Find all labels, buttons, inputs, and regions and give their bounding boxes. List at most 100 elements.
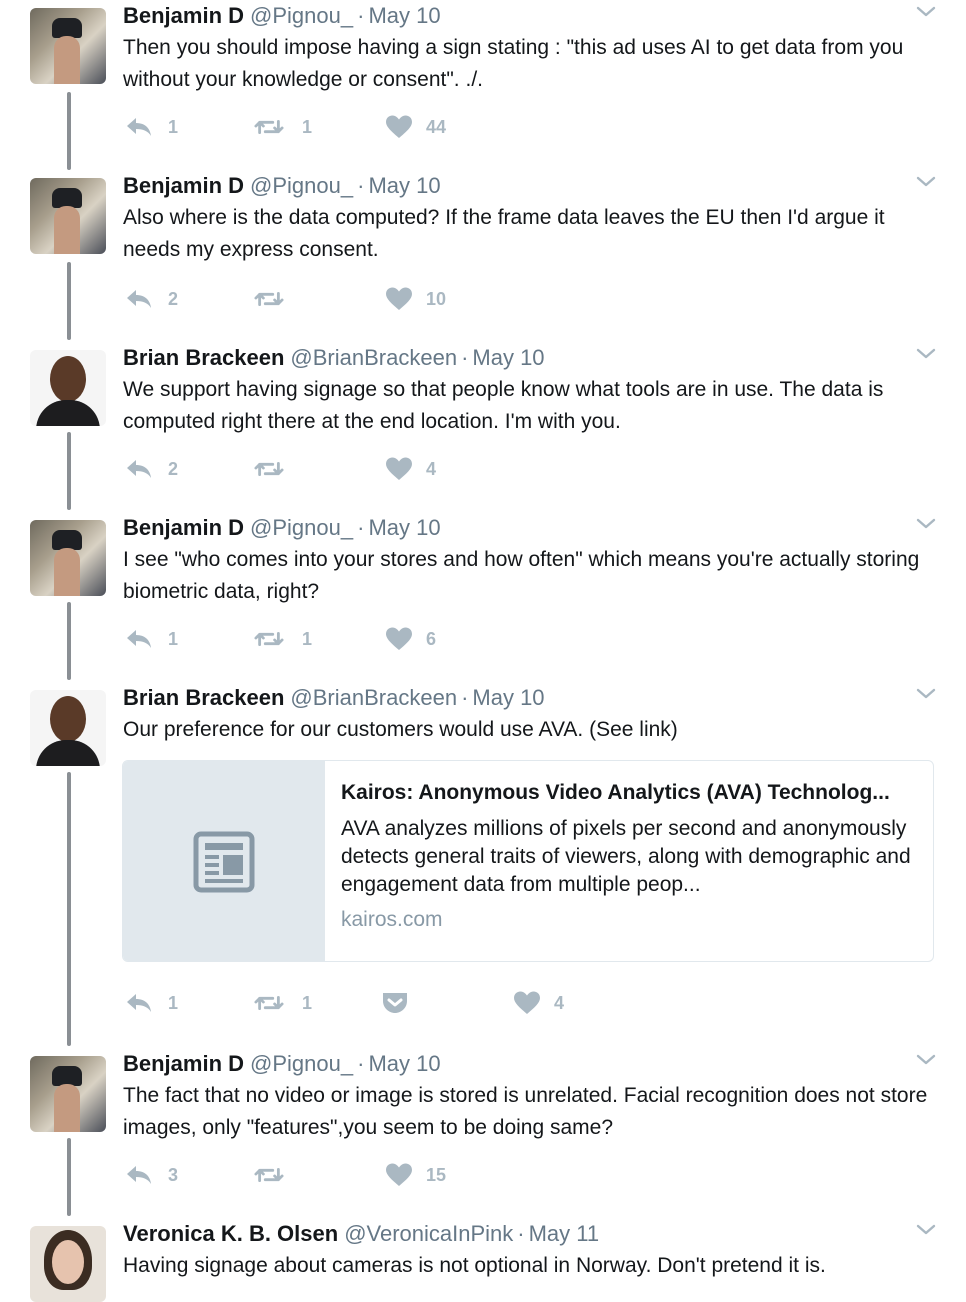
reply-icon[interactable] [124,626,154,652]
reply-count: 2 [168,459,179,479]
chevron-down-icon[interactable] [914,514,938,534]
author-handle[interactable]: @VeronicaInPink [344,1221,514,1246]
tweet-text: The fact that no video or image is store… [123,1084,928,1139]
separator: · [357,173,365,198]
pocket-icon[interactable] [380,990,410,1016]
tweet-date[interactable]: May 10 [368,3,441,28]
like-count: 10 [426,289,447,309]
tweet-actions: 2 4 [0,456,966,484]
tweet-text: Also where is the data computed? If the … [123,206,885,261]
author-handle[interactable]: @BrianBrackeen [290,345,458,370]
tweet-date[interactable]: May 10 [472,685,545,710]
author-handle[interactable]: @BrianBrackeen [290,685,458,710]
retweet-icon[interactable] [254,1162,284,1188]
tweet-text: We support having signage so that people… [123,378,884,433]
avatar[interactable] [30,1226,106,1302]
separator: · [517,1221,525,1246]
separator: · [357,3,365,28]
chevron-down-icon[interactable] [914,172,938,192]
like-count: 4 [554,993,565,1013]
retweet-icon[interactable] [254,456,284,482]
like-count: 15 [426,1165,447,1185]
thread-line [67,262,71,340]
heart-icon[interactable] [384,286,414,312]
tweet-date[interactable]: May 10 [472,345,545,370]
chevron-down-icon[interactable] [914,684,938,704]
tweet-date[interactable]: May 11 [528,1221,600,1246]
tweet-text: Our preference for our customers would u… [123,718,678,741]
link-card[interactable]: Kairos: Anonymous Video Analytics (AVA) … [122,760,934,962]
tweet-header: Benjamin D @Pignou_ · May 10 [123,2,441,30]
avatar[interactable] [30,350,106,426]
author-handle[interactable]: @Pignou_ [250,3,354,28]
reply-count: 1 [168,117,179,137]
avatar[interactable] [30,1056,106,1132]
retweet-icon[interactable] [254,626,284,652]
reply-icon[interactable] [124,456,154,482]
separator: · [461,345,469,370]
author-name[interactable]: Veronica K. B. Olsen [123,1221,339,1246]
thread-line [67,1138,71,1216]
heart-icon[interactable] [384,114,414,140]
avatar[interactable] [30,178,106,254]
tweet-actions: 1 1 4 [0,990,966,1018]
tweet-header: Brian Brackeen @BrianBrackeen · May 10 [123,684,545,712]
thread-line [67,602,71,680]
like-count: 6 [426,629,437,649]
author-handle[interactable]: @Pignou_ [250,1051,354,1076]
retweet-count: 1 [302,993,313,1013]
tweet-date[interactable]: May 10 [368,173,441,198]
heart-icon[interactable] [384,456,414,482]
card-description: AVA analyzes millions of pixels per seco… [341,817,911,896]
card-title[interactable]: Kairos: Anonymous Video Analytics (AVA) … [341,781,890,804]
chevron-down-icon[interactable] [914,1220,938,1240]
retweet-icon[interactable] [254,990,284,1016]
retweet-icon[interactable] [254,114,284,140]
author-name[interactable]: Brian Brackeen [123,685,285,710]
avatar[interactable] [30,8,106,84]
reply-icon[interactable] [124,1162,154,1188]
reply-icon[interactable] [124,114,154,140]
card-thumbnail [123,761,325,961]
like-count: 44 [426,117,447,137]
tweet-actions: 2 10 [0,286,966,314]
tweet-header: Veronica K. B. Olsen @VeronicaInPink · May … [123,1220,599,1248]
chevron-down-icon[interactable] [914,344,938,364]
author-handle[interactable]: @Pignou_ [250,173,354,198]
separator: · [357,515,365,540]
tweet-text: I see "who comes into your stores and ho… [123,548,920,603]
avatar[interactable] [30,520,106,596]
reply-count: 1 [168,993,179,1013]
author-name[interactable]: Benjamin D [123,3,245,28]
tweet-header: Benjamin D @Pignou_ · May 10 [123,172,441,200]
thread-line [67,92,71,170]
chevron-down-icon[interactable] [914,2,938,22]
author-handle[interactable]: @Pignou_ [250,515,354,540]
tweet-actions: 3 15 [0,1162,966,1190]
reply-count: 3 [168,1165,179,1185]
retweet-icon[interactable] [254,286,284,312]
tweet-header: Brian Brackeen @BrianBrackeen · May 10 [123,344,545,372]
author-name[interactable]: Benjamin D [123,1051,245,1076]
card-domain[interactable]: kairos.com [341,908,443,931]
separator: · [461,685,469,710]
heart-icon[interactable] [384,626,414,652]
like-count: 4 [426,459,437,479]
tweet-actions: 1 1 44 [0,114,966,142]
reply-icon[interactable] [124,990,154,1016]
author-name[interactable]: Benjamin D [123,173,245,198]
reply-icon[interactable] [124,286,154,312]
tweet-header: Benjamin D @Pignou_ · May 10 [123,1050,441,1078]
avatar[interactable] [30,690,106,766]
thread-line [67,772,71,1046]
author-name[interactable]: Benjamin D [123,515,245,540]
retweet-count: 1 [302,629,313,649]
reply-count: 2 [168,289,179,309]
chevron-down-icon[interactable] [914,1050,938,1070]
author-name[interactable]: Brian Brackeen [123,345,285,370]
heart-icon[interactable] [512,990,542,1016]
tweet-date[interactable]: May 10 [368,515,441,540]
tweet-date[interactable]: May 10 [368,1051,441,1076]
heart-icon[interactable] [384,1162,414,1188]
retweet-count: 1 [302,117,313,137]
